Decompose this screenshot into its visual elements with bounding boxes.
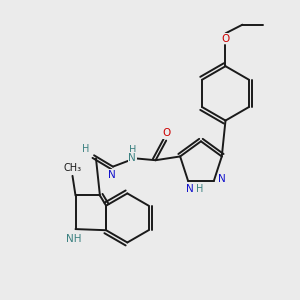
Text: O: O xyxy=(163,128,171,138)
Text: N: N xyxy=(186,184,194,194)
Text: N: N xyxy=(218,174,226,184)
Text: O: O xyxy=(221,34,230,44)
Text: N: N xyxy=(108,170,116,180)
Text: H: H xyxy=(196,184,204,194)
Text: H: H xyxy=(82,143,89,154)
Text: NH: NH xyxy=(66,233,81,244)
Text: H: H xyxy=(128,145,136,155)
Text: CH₃: CH₃ xyxy=(63,163,82,172)
Text: N: N xyxy=(128,153,136,163)
